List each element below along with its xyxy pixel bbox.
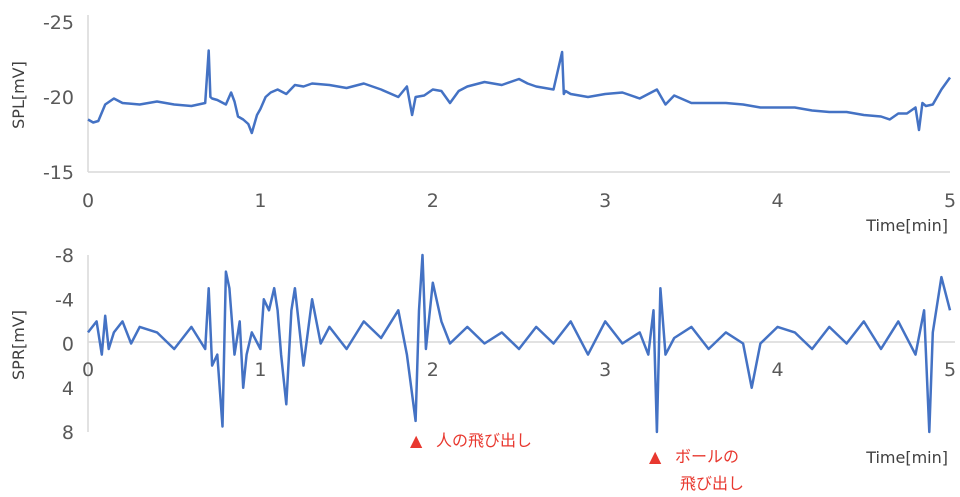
chart0-xtick-2: 2	[427, 190, 439, 212]
annotation-person: ▲ 人の飛び出し	[410, 431, 532, 450]
chart1-ytick-1: -4	[55, 289, 74, 311]
spr-series-line	[87, 253, 952, 434]
spr-ylabel: SPR[mV]	[9, 310, 28, 380]
chart1-xtick-4: 4	[772, 359, 784, 381]
chart0-xtick-0: 0	[82, 190, 94, 212]
chart1-xtick-1: 1	[254, 359, 266, 381]
annotation-ball: ▲ ボールの 飛び出し	[649, 447, 744, 493]
chart1-xtick-5: 5	[944, 359, 956, 381]
chart0-xtick-1: 1	[254, 190, 266, 212]
chart1-ytick-3: 4	[62, 378, 74, 400]
chart0-ytick-1: -20	[43, 87, 74, 109]
chart0-xtick-4: 4	[772, 190, 784, 212]
spl-series-line	[87, 49, 952, 135]
spl-ylabel: SPL[mV]	[9, 61, 28, 129]
spl-chart: -25 -20 -15 0 1 2 3 4 5 SPL[mV] Time[min]	[9, 12, 956, 235]
spr-xlabel: Time[min]	[865, 448, 948, 467]
chart0-ytick-2: -15	[43, 162, 74, 184]
chart1-xtick-3: 3	[599, 359, 611, 381]
chart0-xtick-3: 3	[599, 190, 611, 212]
chart1-ytick-0: -8	[55, 245, 74, 267]
chart0-ytick-0: -25	[43, 12, 74, 34]
annotation-person-text: 人の飛び出し	[436, 431, 532, 450]
annotation-person-marker: ▲	[410, 431, 423, 450]
annotation-ball-text-2: 飛び出し	[680, 474, 744, 493]
chart1-ytick-4: 8	[62, 422, 74, 444]
annotation-ball-marker: ▲	[649, 447, 662, 466]
chart0-xtick-5: 5	[944, 190, 956, 212]
chart1-ytick-2: 0	[62, 334, 74, 356]
chart1-xtick-2: 2	[427, 359, 439, 381]
chart1-xtick-0: 0	[82, 359, 94, 381]
annotation-ball-text: ボールの	[675, 447, 739, 466]
spl-xlabel: Time[min]	[865, 216, 948, 235]
